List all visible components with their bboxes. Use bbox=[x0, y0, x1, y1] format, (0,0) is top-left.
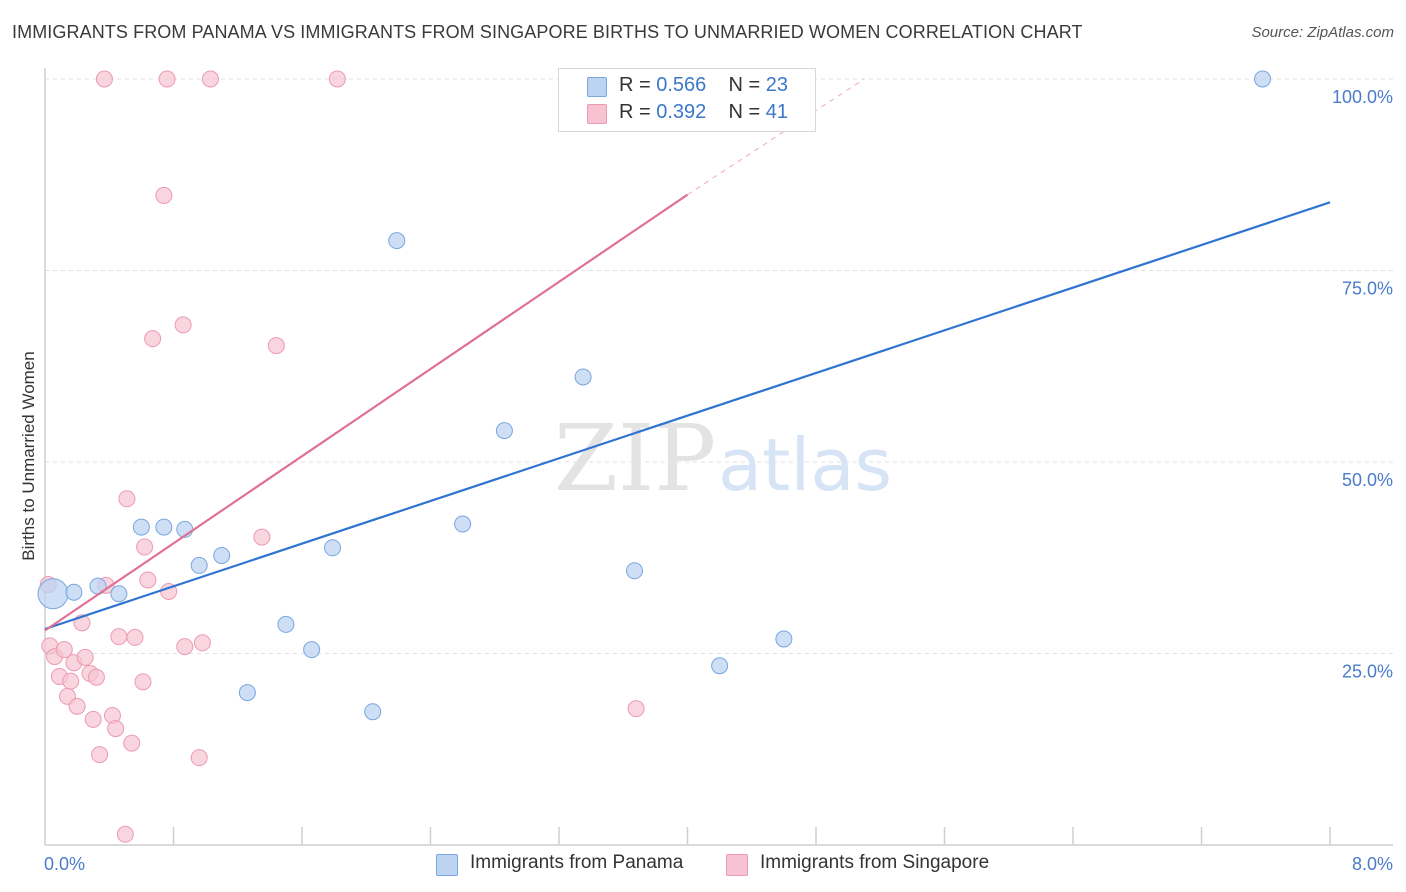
data-point-singapore bbox=[95, 70, 113, 88]
data-point-panama bbox=[711, 657, 729, 675]
watermark-zip: ZIP bbox=[554, 405, 716, 512]
data-point-panama bbox=[238, 684, 256, 702]
data-point-panama bbox=[495, 422, 513, 440]
data-point-panama bbox=[110, 585, 128, 603]
data-point-singapore bbox=[134, 673, 152, 691]
legend-r-label: R = bbox=[619, 101, 651, 123]
data-point-panama bbox=[277, 615, 295, 633]
legend: R = 0.566 N = 23 R = 0.392 N = 41 bbox=[558, 68, 816, 132]
legend-r-label: R = bbox=[619, 74, 651, 96]
data-point-panama bbox=[213, 546, 231, 564]
data-point-singapore bbox=[87, 668, 105, 686]
data-point-panama bbox=[574, 368, 592, 386]
data-point-singapore bbox=[328, 70, 346, 88]
tick-labels: 25.0% 50.0% 75.0% 100.0% 0.0% 8.0% bbox=[44, 87, 1393, 874]
data-point-singapore bbox=[139, 571, 157, 589]
data-point-singapore bbox=[190, 749, 208, 767]
data-point-singapore bbox=[55, 641, 73, 659]
x-tick-label: 8.0% bbox=[1352, 854, 1393, 874]
y-tick-label: 100.0% bbox=[1332, 87, 1393, 107]
grid-lines bbox=[45, 78, 1393, 654]
data-point-singapore bbox=[110, 628, 128, 646]
data-point-singapore bbox=[123, 734, 141, 752]
data-point-singapore bbox=[68, 697, 86, 715]
data-point-panama bbox=[1254, 70, 1272, 88]
data-point-panama bbox=[303, 641, 321, 659]
axes bbox=[44, 68, 1393, 846]
data-point-panama bbox=[65, 583, 83, 601]
y-tick-label: 75.0% bbox=[1342, 279, 1393, 299]
legend-n-panama: 23 bbox=[765, 74, 789, 96]
data-point-singapore bbox=[158, 70, 176, 88]
data-point-panama bbox=[155, 518, 173, 536]
bottom-legend-swatch-panama bbox=[436, 854, 458, 876]
chart-source: Source: ZipAtlas.com bbox=[1251, 24, 1394, 41]
data-point-singapore bbox=[136, 538, 154, 556]
data-point-singapore bbox=[116, 825, 134, 843]
legend-r-singapore: 0.392 bbox=[656, 101, 707, 123]
data-point-panama bbox=[625, 562, 643, 580]
data-point-singapore bbox=[155, 186, 173, 204]
bottom-legend-swatch-singapore bbox=[726, 854, 748, 876]
data-point-panama bbox=[454, 515, 472, 533]
watermark-atlas: atlas bbox=[718, 423, 892, 507]
data-point-panama bbox=[37, 578, 69, 610]
data-point-panama bbox=[190, 556, 208, 574]
series-panama-points bbox=[37, 70, 1272, 721]
data-point-singapore bbox=[193, 634, 211, 652]
legend-swatch-panama bbox=[587, 77, 607, 97]
data-point-singapore bbox=[76, 648, 94, 666]
x-tick-label: 0.0% bbox=[44, 854, 85, 874]
data-point-singapore bbox=[126, 628, 144, 646]
legend-r-panama: 0.566 bbox=[656, 74, 707, 96]
data-point-panama bbox=[132, 518, 150, 536]
data-point-singapore bbox=[118, 490, 136, 508]
legend-swatch-singapore bbox=[587, 104, 607, 124]
data-point-singapore bbox=[62, 672, 80, 690]
y-tick-label: 50.0% bbox=[1342, 470, 1393, 490]
legend-n-label: N = bbox=[728, 74, 761, 96]
data-point-singapore bbox=[107, 720, 125, 738]
trend-line-singapore bbox=[44, 193, 689, 632]
data-point-singapore bbox=[176, 638, 194, 656]
data-point-singapore bbox=[253, 528, 271, 546]
data-point-singapore bbox=[267, 337, 285, 355]
data-point-singapore bbox=[84, 710, 102, 728]
watermark: ZIP atlas bbox=[554, 405, 892, 512]
data-point-panama bbox=[775, 630, 793, 648]
legend-n-singapore: 41 bbox=[765, 101, 789, 123]
bottom-legend-label-panama: Immigrants from Panama bbox=[470, 852, 684, 873]
data-point-singapore bbox=[174, 316, 192, 334]
bottom-legend-label-singapore: Immigrants from Singapore bbox=[760, 852, 990, 873]
trend-lines bbox=[44, 78, 1331, 632]
data-point-panama bbox=[324, 539, 342, 557]
data-point-panama bbox=[364, 703, 382, 721]
data-point-singapore bbox=[627, 700, 645, 718]
data-point-singapore bbox=[144, 330, 162, 348]
legend-n-label: N = bbox=[728, 101, 761, 123]
data-point-panama bbox=[388, 232, 406, 250]
data-point-singapore bbox=[91, 746, 109, 764]
trend-line-panama bbox=[44, 201, 1331, 631]
chart-title: IMMIGRANTS FROM PANAMA VS IMMIGRANTS FRO… bbox=[12, 22, 1083, 42]
y-tick-label: 25.0% bbox=[1342, 662, 1393, 682]
y-axis-title: Births to Unmarried Women bbox=[19, 351, 38, 560]
data-point-singapore bbox=[201, 70, 219, 88]
